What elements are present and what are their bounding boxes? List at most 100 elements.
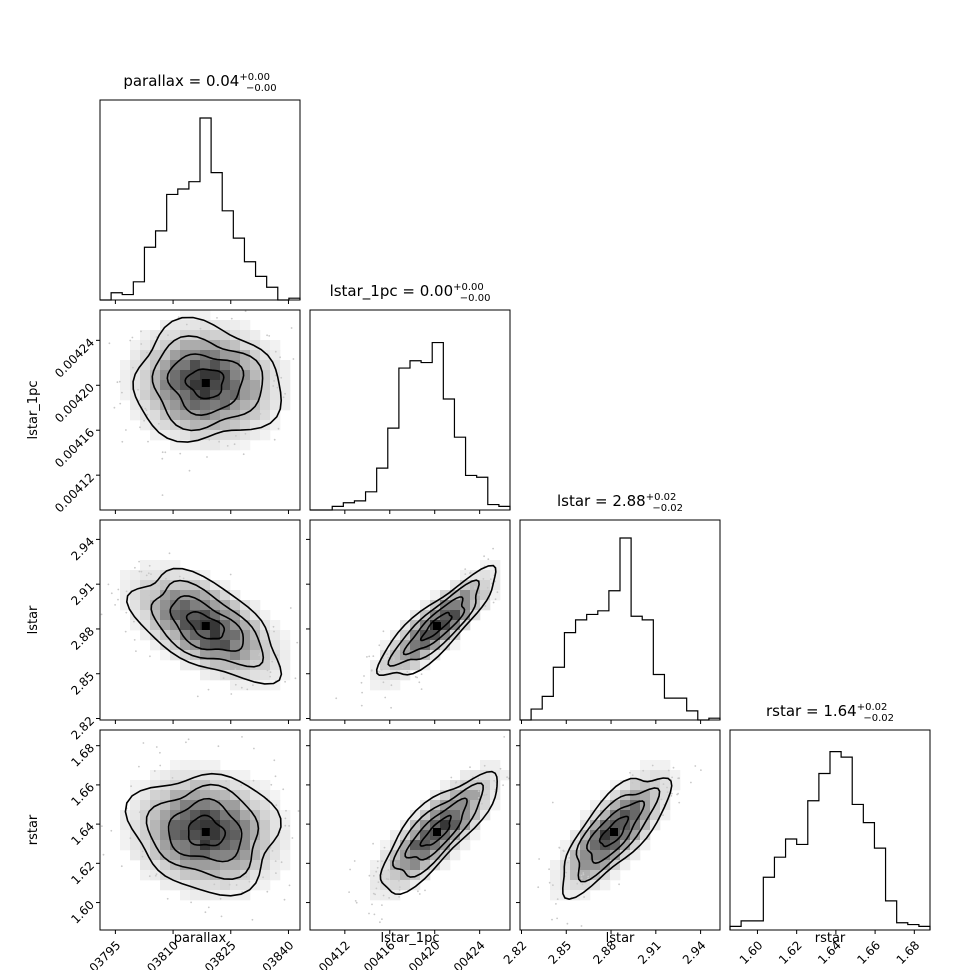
density-cell	[180, 400, 191, 411]
density-cell	[440, 640, 451, 651]
density-cell	[440, 830, 451, 841]
x-tick-label: 1.62	[776, 938, 805, 967]
density-cell	[190, 830, 201, 841]
scatter-point	[492, 547, 494, 550]
contour-level-1	[419, 814, 452, 847]
density-cell	[220, 420, 231, 431]
scatter-point	[551, 801, 554, 804]
density-cell	[210, 640, 221, 651]
density-cell	[440, 800, 451, 811]
density-cell	[230, 840, 241, 851]
density-cell	[180, 390, 191, 401]
density-cell	[380, 680, 391, 691]
scatter-point	[420, 673, 423, 676]
density-cell	[640, 800, 651, 811]
density-cell	[160, 880, 171, 891]
density-cell	[590, 860, 601, 871]
scatter-point	[565, 871, 568, 874]
scatter-point	[155, 746, 158, 748]
scatter-point	[538, 858, 540, 860]
density-cell	[160, 860, 171, 871]
density-cell	[430, 650, 441, 661]
scatter-point	[492, 601, 495, 604]
density-cell	[250, 410, 261, 421]
scatter-point	[499, 767, 502, 770]
density-cell	[160, 560, 171, 571]
contour-level-1	[419, 611, 453, 642]
scatter-point	[384, 696, 387, 699]
density-cell	[190, 390, 201, 401]
density-cell	[450, 610, 461, 621]
scatter-point	[414, 676, 417, 678]
density-cell	[200, 660, 211, 671]
density-cell	[140, 620, 151, 631]
title-label: lstar	[557, 492, 591, 510]
density-cell	[160, 840, 171, 851]
density-cell	[210, 880, 221, 891]
scatter-point	[271, 850, 274, 852]
density-cell	[180, 610, 191, 621]
density-cell	[240, 330, 251, 341]
scatter-point	[146, 413, 149, 416]
density-cell	[190, 640, 201, 651]
density-cell	[160, 600, 171, 611]
title-value: 1.64	[823, 702, 856, 720]
density-cell	[450, 580, 461, 591]
density-cell	[220, 380, 231, 391]
scatter-point	[279, 356, 281, 359]
density-cell	[210, 760, 221, 771]
density-cell	[390, 680, 401, 691]
scatter-point	[473, 585, 476, 588]
scatter-point	[266, 643, 269, 645]
density-cell	[200, 790, 211, 801]
scatter-point	[700, 769, 702, 771]
scatter-point	[158, 584, 161, 587]
scatter-point	[297, 810, 300, 812]
density-cell	[170, 400, 181, 411]
scatter-point	[477, 790, 480, 792]
density-cell	[140, 330, 151, 341]
density-cell	[610, 780, 621, 791]
panel-title-parallax: parallax = 0.04+0.00 −0.00	[123, 72, 276, 94]
density-cell	[490, 780, 501, 791]
scatter-point	[587, 875, 590, 878]
density-cell	[120, 370, 131, 381]
scatter-point	[562, 849, 565, 852]
scatter-point	[474, 587, 476, 590]
density-cell	[170, 350, 181, 361]
density-cell	[280, 360, 291, 371]
scatter-point	[483, 764, 486, 767]
density-cell	[220, 640, 231, 651]
y-tick-label: 1.64	[68, 819, 97, 848]
density-cell	[150, 420, 161, 431]
density-cell	[150, 380, 161, 391]
scatter-point	[138, 811, 141, 814]
density-cell	[210, 810, 221, 821]
scatter-point	[671, 776, 673, 779]
density-cell	[260, 840, 271, 851]
density-cell	[220, 410, 231, 421]
y-tick-label: 2.94	[68, 535, 97, 564]
scatter-point	[133, 620, 135, 623]
contour-level-3	[145, 783, 260, 881]
scatter-points	[335, 547, 499, 709]
density-cell	[240, 880, 251, 891]
density-cell	[280, 830, 291, 841]
density-cell	[170, 320, 181, 331]
scatter-point	[484, 786, 487, 789]
density-cell	[430, 800, 441, 811]
scatter-point	[548, 868, 550, 871]
title-minus: −0.00	[460, 293, 491, 304]
y-tick-label: 0.00420	[52, 380, 97, 425]
density-cell	[130, 400, 141, 411]
density-cell	[240, 810, 251, 821]
scatter-point	[228, 883, 231, 886]
scatter-point	[135, 650, 137, 652]
density-cell	[220, 390, 231, 401]
y-axis-label-lstar: lstar	[26, 605, 41, 634]
density-cell	[270, 350, 281, 361]
density-cell	[150, 820, 161, 831]
scatter-point	[229, 573, 232, 576]
density-cell	[190, 590, 201, 601]
